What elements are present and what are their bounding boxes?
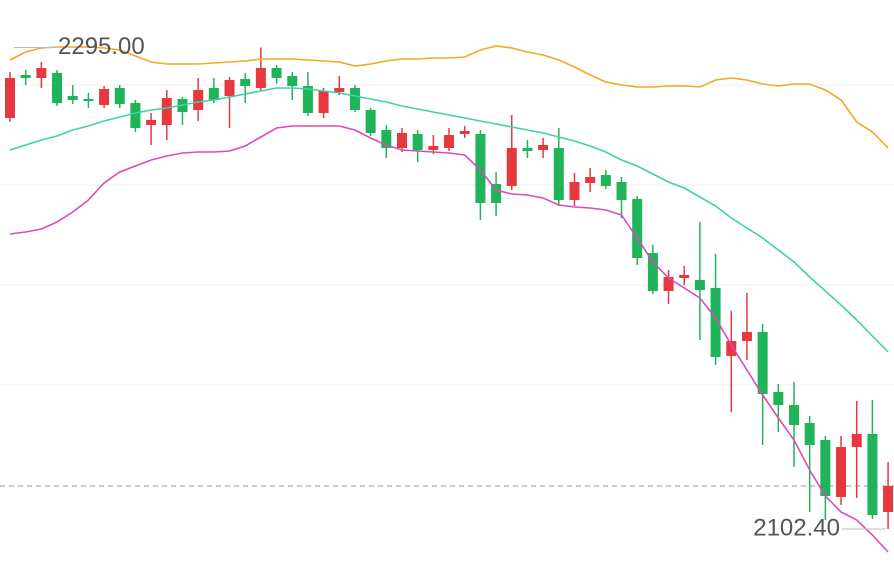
candle-body bbox=[663, 277, 674, 291]
candle-body bbox=[99, 89, 110, 105]
candle-body bbox=[302, 86, 313, 113]
candle-body bbox=[444, 135, 455, 148]
candle-body bbox=[506, 148, 517, 186]
candle-body bbox=[36, 68, 47, 78]
candle-body bbox=[365, 110, 376, 133]
candle-body bbox=[20, 75, 31, 78]
candle-body bbox=[287, 76, 298, 86]
candle-body bbox=[741, 332, 752, 341]
candle-body bbox=[820, 440, 831, 496]
candle-body bbox=[428, 146, 439, 150]
overlay-line bbox=[9, 125, 889, 553]
overlay-line bbox=[9, 87, 889, 353]
annotation-label: 2295.00 bbox=[58, 33, 145, 60]
candle-body bbox=[224, 80, 235, 96]
candle-body bbox=[647, 253, 658, 291]
candle-body bbox=[867, 434, 878, 515]
candle-body bbox=[679, 275, 690, 278]
candle-body bbox=[804, 423, 815, 445]
candle-body bbox=[52, 73, 63, 103]
candle-body bbox=[255, 68, 266, 88]
candle-body bbox=[710, 288, 721, 357]
candle-body bbox=[412, 134, 423, 150]
overlay-line bbox=[9, 45, 889, 149]
candle-body bbox=[146, 120, 157, 125]
candle-body bbox=[600, 175, 611, 186]
candle-body bbox=[632, 199, 643, 258]
candle-body bbox=[161, 98, 172, 125]
candle-body bbox=[130, 103, 141, 128]
candle-body bbox=[475, 134, 486, 203]
candle-body bbox=[397, 133, 407, 148]
candle-body bbox=[553, 148, 564, 200]
candle-body bbox=[334, 88, 345, 92]
candle-body bbox=[694, 280, 705, 290]
candle-body bbox=[883, 486, 894, 512]
candle-body bbox=[381, 130, 392, 148]
candle-body bbox=[522, 148, 533, 151]
candle-body bbox=[538, 145, 549, 150]
annotation-label: 2102.40 bbox=[753, 514, 840, 541]
candle-body bbox=[318, 91, 329, 113]
candle-body bbox=[114, 88, 125, 104]
candle-body bbox=[851, 434, 862, 447]
candle-body bbox=[491, 184, 502, 203]
candle-body bbox=[5, 78, 15, 118]
candle-body bbox=[789, 405, 799, 425]
candle-body bbox=[569, 182, 580, 200]
candle-body bbox=[836, 447, 847, 497]
candle-body bbox=[585, 177, 596, 183]
candle-body bbox=[726, 341, 737, 356]
candle-body bbox=[349, 88, 360, 110]
candle-body bbox=[271, 68, 282, 78]
candle-body bbox=[67, 96, 78, 100]
candle-body bbox=[240, 79, 251, 86]
candle-body bbox=[459, 131, 470, 134]
candle-body bbox=[616, 182, 627, 200]
candle-body bbox=[773, 392, 784, 405]
candle-body bbox=[757, 332, 768, 394]
candle-body bbox=[193, 90, 204, 110]
candle-body bbox=[83, 99, 94, 101]
candle-body bbox=[208, 88, 219, 100]
